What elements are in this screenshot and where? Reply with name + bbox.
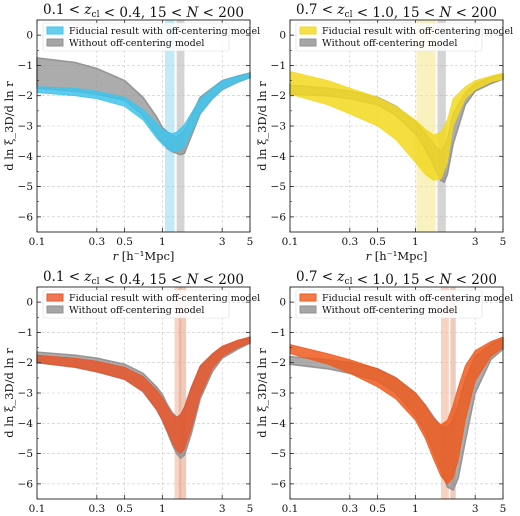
x-axis-label: r [h⁻¹Mpc] (113, 249, 175, 263)
y-tick-label: −4 (18, 418, 34, 430)
y-tick-label: −5 (18, 448, 33, 460)
without-radius-band (450, 287, 456, 499)
x-tick-label: 5 (500, 236, 507, 248)
without-radius-band (437, 20, 446, 232)
y-tick-label: −6 (18, 211, 34, 223)
y-axis-label: d ln ξ_3D/d ln r (2, 348, 16, 438)
y-tick-label: −4 (271, 151, 287, 163)
x-tick-label: 3 (219, 503, 226, 515)
y-tick-label: −3 (18, 388, 33, 400)
y-tick-label: −4 (271, 418, 287, 430)
y-tick-label: −1 (271, 327, 286, 339)
y-tick-label: 0 (26, 30, 33, 42)
panel-title: 0.7 < zcl < 1.0, 15 < N < 200 (296, 269, 497, 288)
chart-panel-2: 0 −1 −2 −3 −4 −5 −6 0.1 0.3 0.5 1 3 5 0.7 < zcl < 1.0… (255, 2, 513, 263)
y-tick-label: −6 (271, 478, 287, 490)
legend-box (295, 22, 483, 52)
x-tick-label: 5 (247, 236, 254, 248)
y-tick-label: −2 (18, 357, 33, 369)
y-tick-label: −1 (271, 60, 286, 72)
x-tick-label: 5 (247, 503, 254, 515)
y-tick-label: −3 (18, 121, 33, 133)
y-tick-label: 0 (279, 30, 286, 42)
legend-box (42, 22, 230, 52)
y-tick-label: −2 (271, 357, 286, 369)
x-tick-label: 3 (472, 503, 479, 515)
fiducial-radius-band (165, 20, 175, 232)
fiducial-radius-band (174, 287, 182, 499)
legend-entry: Without off-centering model (322, 305, 457, 316)
x-tick-label: 0.5 (116, 503, 133, 515)
without-radius-band (178, 287, 187, 499)
y-tick-label: −2 (271, 90, 286, 102)
x-tick-label: 3 (472, 236, 479, 248)
y-tick-label: −5 (18, 181, 33, 193)
legend-swatch (299, 26, 317, 35)
x-tick-label: 0.3 (341, 503, 358, 515)
x-tick-label: 0.3 (88, 503, 105, 515)
legend-swatch (299, 38, 317, 47)
y-axis-label: d ln ξ_3D/d ln r (2, 81, 16, 171)
fiducial-radius-band (416, 20, 436, 232)
y-tick-label: 0 (26, 297, 33, 309)
legend-entry: Without off-centering model (69, 38, 204, 49)
y-tick-label: −6 (271, 211, 287, 223)
x-tick-label: 1 (159, 236, 166, 248)
x-tick-label: 1 (412, 236, 419, 248)
chart-panel-3: 0 −1 −2 −3 −4 −5 −6 0.1 0.3 0.5 1 3 5 0.1 < zcl < 0.4… (2, 269, 260, 515)
y-tick-label: −2 (18, 90, 33, 102)
legend-entry: Without off-centering model (69, 305, 204, 316)
y-tick-label: −1 (18, 60, 33, 72)
legend-entry: Fiducial result with off-centering model (69, 26, 260, 37)
legend-entry: Fiducial result with off-centering model (322, 293, 513, 304)
x-tick-label: 3 (219, 236, 226, 248)
x-tick-label: 0.3 (88, 236, 105, 248)
chart-panel-4: 0 −1 −2 −3 −4 −5 −6 0.1 0.3 0.5 1 3 5 0.7 < zcl < 1.0… (255, 269, 513, 515)
legend-box (42, 289, 230, 319)
legend-entry: Without off-centering model (322, 38, 457, 49)
y-axis-label: d ln ξ_3D/d ln r (255, 348, 269, 438)
panel-title: 0.1 < zcl < 0.4, 15 < N < 200 (43, 269, 244, 288)
legend-swatch (46, 305, 64, 314)
panel-title: 0.7 < zcl < 1.0, 15 < N < 200 (296, 2, 497, 21)
x-tick-label: 0.5 (116, 236, 133, 248)
legend-entry: Fiducial result with off-centering model (69, 293, 260, 304)
legend-swatch (46, 293, 64, 302)
x-tick-label: 5 (500, 503, 507, 515)
y-tick-label: −5 (271, 448, 286, 460)
legend-entry: Fiducial result with off-centering model (322, 26, 513, 37)
x-tick-label: 1 (159, 503, 166, 515)
legend-box (295, 289, 483, 319)
x-axis-label: r [h⁻¹Mpc] (366, 249, 428, 263)
y-tick-label: −1 (18, 327, 33, 339)
legend-swatch (299, 293, 317, 302)
legend-swatch (299, 305, 317, 314)
fiducial-radius-band (440, 287, 449, 499)
x-tick-label: 0.5 (369, 236, 386, 248)
y-axis-label: d ln ξ_3D/d ln r (255, 81, 269, 171)
chart-panel-1: 0 −1 −2 −3 −4 −5 −6 0.1 0.3 0.5 1 3 5 0.1 < zcl < 0.4… (2, 2, 260, 263)
x-tick-label: 1 (412, 503, 419, 515)
x-tick-label: 0.1 (282, 503, 299, 515)
legend-swatch (46, 26, 64, 35)
x-tick-label: 0.3 (341, 236, 358, 248)
x-tick-label: 0.1 (29, 236, 46, 248)
legend-swatch (46, 38, 64, 47)
panel-title: 0.1 < zcl < 0.4, 15 < N < 200 (43, 2, 244, 21)
y-tick-label: −3 (271, 121, 286, 133)
y-tick-label: −3 (271, 388, 286, 400)
y-tick-label: −5 (271, 181, 286, 193)
y-tick-label: −6 (18, 478, 34, 490)
x-tick-label: 0.5 (369, 503, 386, 515)
x-tick-label: 0.1 (29, 503, 46, 515)
without-radius-band (176, 20, 185, 232)
y-tick-label: 0 (279, 297, 286, 309)
y-tick-label: −4 (18, 151, 34, 163)
x-tick-label: 0.1 (282, 236, 299, 248)
